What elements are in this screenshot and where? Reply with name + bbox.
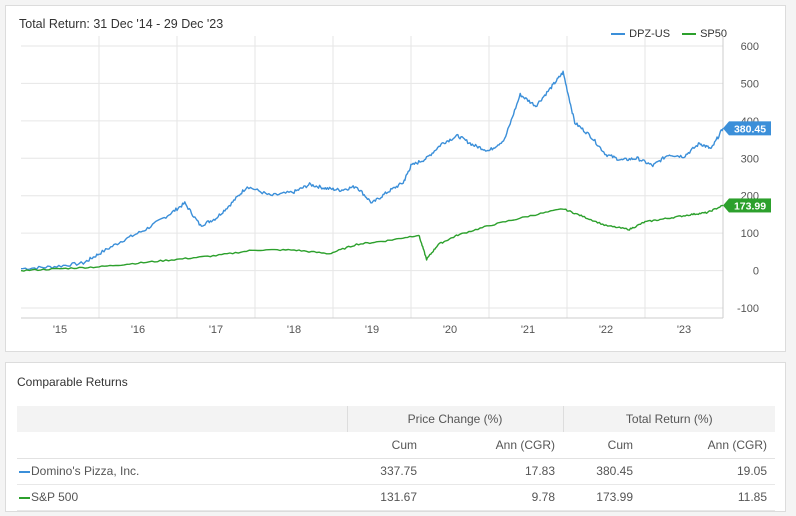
x-tick-label: '17	[209, 324, 223, 336]
end-label-pointer	[723, 121, 729, 136]
legend-item-dpz[interactable]: DPZ-US	[611, 28, 670, 40]
x-tick-label: '22	[599, 324, 613, 336]
sub-header-total-ann: Ann (CGR)	[641, 432, 775, 459]
legend-swatch-dpz	[611, 33, 626, 35]
legend-item-sp50[interactable]: SP50	[682, 28, 727, 40]
row-name-dpz: Domino's Pizza, Inc.	[17, 458, 347, 485]
row-swatch-dpz	[19, 470, 30, 473]
y-tick-label: 0	[753, 266, 759, 278]
y-tick-label: 600	[741, 41, 759, 53]
table-row: Domino's Pizza, Inc. 337.75 17.83 380.45…	[17, 458, 775, 485]
end-label-box	[729, 198, 771, 213]
row-name-sp500: S&P 500	[17, 484, 347, 511]
cell-value: 9.78	[425, 484, 563, 511]
cell-value: 11.85	[641, 484, 775, 511]
series-line-dpz	[20, 70, 724, 271]
y-tick-label: 500	[741, 78, 759, 90]
end-label-box	[729, 121, 771, 136]
cell-value: 380.45	[563, 458, 641, 485]
legend-swatch-sp50	[682, 33, 697, 35]
x-tick-label: '19	[365, 324, 379, 336]
row-label-sp500: S&P 500	[31, 490, 79, 504]
sub-header-blank	[17, 432, 347, 459]
table-title: Comparable Returns	[17, 375, 128, 389]
cell-value: 19.05	[641, 458, 775, 485]
returns-table: Price Change (%) Total Return (%) Cum An…	[17, 406, 775, 511]
row-swatch-sp500	[19, 496, 30, 499]
x-tick-label: '23	[677, 324, 691, 336]
table-group-header: Price Change (%) Total Return (%)	[17, 406, 775, 432]
x-tick-label: '18	[287, 324, 301, 336]
end-label-pointer	[723, 198, 729, 213]
group-header-blank	[17, 406, 347, 432]
row-label-dpz: Domino's Pizza, Inc.	[31, 464, 140, 478]
cell-value: 173.99	[563, 484, 641, 511]
y-tick-label: 300	[741, 153, 759, 165]
cell-value: 17.83	[425, 458, 563, 485]
y-tick-label: 100	[741, 228, 759, 240]
x-tick-label: '15	[53, 324, 67, 336]
sub-header-total-cum: Cum	[563, 432, 641, 459]
x-tick-label: '20	[443, 324, 457, 336]
chart-title: Total Return: 31 Dec '14 - 29 Dec '23	[19, 17, 224, 31]
group-header-total-return: Total Return (%)	[562, 406, 775, 432]
table-sub-header: Cum Ann (CGR) Cum Ann (CGR)	[17, 432, 775, 459]
x-tick-label: '21	[521, 324, 535, 336]
cell-value: 337.75	[347, 458, 425, 485]
line-chart: 6005004003002001000-100'15'16'17'18'19'2…	[20, 36, 771, 336]
legend-label-sp50: SP50	[700, 28, 727, 40]
comparable-returns-panel: Comparable Returns Price Change (%) Tota…	[5, 362, 786, 512]
x-tick-label: '16	[131, 324, 145, 336]
sub-header-price-cum: Cum	[347, 432, 425, 459]
legend-label-dpz: DPZ-US	[629, 28, 671, 40]
table-row: S&P 500 131.67 9.78 173.99 11.85	[17, 484, 775, 511]
sub-header-price-ann: Ann (CGR)	[425, 432, 563, 459]
y-tick-label: -100	[737, 303, 759, 315]
group-header-price-change: Price Change (%)	[346, 406, 563, 432]
chart-panel: Total Return: 31 Dec '14 - 29 Dec '23 DP…	[5, 5, 786, 352]
end-label-text: 380.45	[734, 123, 766, 135]
cell-value: 131.67	[347, 484, 425, 511]
end-label-text: 173.99	[734, 200, 766, 212]
series-line-sp50	[20, 204, 724, 272]
chart-legend: DPZ-US SP50	[611, 28, 727, 40]
